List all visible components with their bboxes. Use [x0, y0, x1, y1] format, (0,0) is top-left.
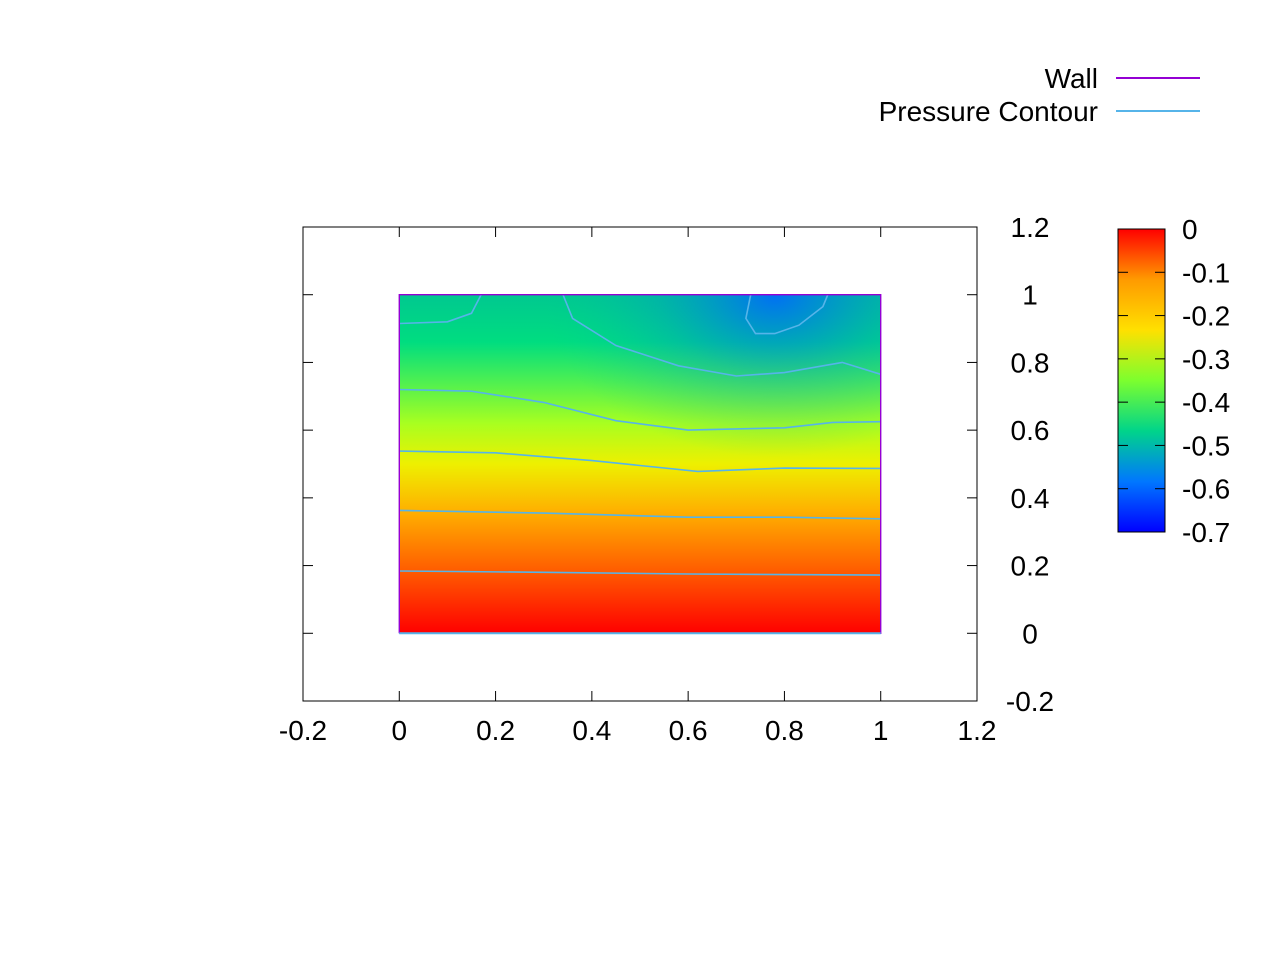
contour-line-1	[399, 509, 881, 520]
colorbar-tick-label: -0.3	[1182, 344, 1230, 375]
contour-line-6	[745, 294, 829, 335]
colorbar-tick-label: -0.1	[1182, 257, 1230, 288]
colorbar-tick-label: -0.4	[1182, 387, 1230, 418]
y-axis-ticks: -0.2 0 0.2 0.4 0.6 0.8 1 1.2	[303, 212, 1054, 717]
x-tick-label: 0.4	[572, 715, 611, 746]
plot-frame	[302, 226, 978, 702]
colorbar-tick-label: -0.7	[1182, 517, 1230, 548]
colorbar-tick-label: 0	[1182, 214, 1198, 245]
legend-label: Wall	[1045, 63, 1098, 94]
y-tick-label: 0	[1022, 618, 1038, 649]
contour-line-0	[399, 570, 881, 576]
y-tick-label: 0.8	[1011, 347, 1050, 378]
y-tick-label: 0.4	[1011, 483, 1050, 514]
pressure-contours	[399, 294, 881, 576]
legend-label: Pressure Contour	[879, 96, 1098, 127]
y-tick-label: 0.6	[1011, 415, 1050, 446]
colorbar	[1117, 228, 1166, 533]
wall-boundary	[398, 294, 882, 635]
colorbar-tick-label: -0.2	[1182, 301, 1230, 332]
x-tick-label: 1	[873, 715, 889, 746]
colorbar-ticks: 0 -0.1 -0.2 -0.3 -0.4 -0.5 -0.6 -0.7	[1118, 214, 1230, 548]
x-tick-label: 1.2	[958, 715, 997, 746]
y-tick-label: 1.2	[1011, 212, 1050, 243]
y-tick-label: 0.2	[1011, 551, 1050, 582]
x-axis-ticks: -0.2 0 0.2 0.4 0.6 0.8 1 1.2	[279, 227, 997, 746]
y-tick-label: -0.2	[1006, 686, 1054, 717]
x-tick-label: 0.8	[765, 715, 804, 746]
x-tick-label: 0.6	[669, 715, 708, 746]
contour-line-3	[399, 388, 881, 431]
contour-line-5	[399, 294, 482, 325]
colorbar-tick-label: -0.6	[1182, 474, 1230, 505]
x-tick-label: -0.2	[279, 715, 327, 746]
x-tick-label: 0	[391, 715, 407, 746]
pressure-field-low-region	[399, 294, 881, 634]
colorbar-tick-label: -0.5	[1182, 430, 1230, 461]
x-tick-label: 0.2	[476, 715, 515, 746]
contour-line-4	[562, 294, 881, 377]
contour-line-2	[399, 450, 881, 473]
y-tick-label: 1	[1022, 280, 1038, 311]
pressure-field	[399, 294, 881, 634]
